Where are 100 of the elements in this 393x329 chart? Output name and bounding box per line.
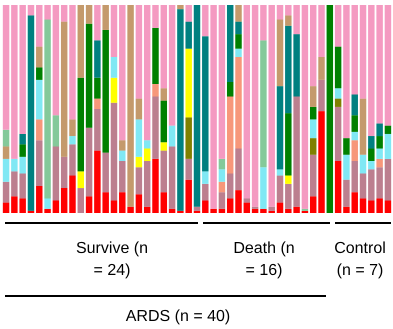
bar <box>285 113 292 176</box>
bar <box>119 192 126 213</box>
bar <box>218 169 226 182</box>
bar <box>226 82 234 97</box>
bar <box>2 146 10 159</box>
bar <box>368 136 375 149</box>
bar <box>119 150 126 161</box>
bar <box>185 117 192 159</box>
bar <box>218 192 226 209</box>
bar <box>351 5 358 94</box>
bar <box>52 146 60 201</box>
bar <box>318 80 325 112</box>
bar <box>235 57 242 149</box>
bar <box>102 30 109 153</box>
bar <box>185 48 192 118</box>
bar <box>276 169 284 176</box>
bar <box>19 144 26 157</box>
bar <box>160 192 168 213</box>
bar <box>310 138 316 155</box>
bar <box>194 5 200 207</box>
bar <box>202 171 209 184</box>
text: ARDS (n = 40) <box>124 307 232 327</box>
bar <box>334 98 342 107</box>
bar <box>36 80 43 120</box>
bar <box>202 5 209 36</box>
bar <box>160 150 168 192</box>
bar <box>376 124 383 136</box>
bar <box>235 148 242 190</box>
bar <box>44 198 51 209</box>
bar <box>160 88 168 101</box>
bar <box>144 140 150 149</box>
bar <box>343 154 350 180</box>
bar <box>177 5 184 10</box>
bar <box>351 140 358 161</box>
bar <box>185 158 192 180</box>
bar <box>351 132 358 140</box>
bar <box>69 136 76 144</box>
bar <box>226 173 234 198</box>
bar <box>185 180 192 213</box>
bar <box>110 57 118 78</box>
bar <box>36 186 43 213</box>
bar <box>119 161 126 192</box>
bar <box>218 158 226 170</box>
bar <box>310 5 316 86</box>
bar <box>235 34 242 49</box>
bar <box>376 136 383 149</box>
bar <box>110 5 118 57</box>
bar <box>94 40 101 78</box>
bar <box>351 161 358 192</box>
bar <box>78 5 84 78</box>
bar <box>136 119 142 157</box>
bar <box>293 34 300 97</box>
bar <box>177 9 184 211</box>
bar <box>310 196 316 213</box>
text: Survive (n = 24) <box>75 239 149 281</box>
bar <box>260 167 267 209</box>
bar <box>110 78 118 103</box>
bar <box>19 173 26 198</box>
bar <box>334 46 342 88</box>
bar <box>318 57 325 80</box>
bar <box>244 202 250 213</box>
bar <box>202 200 209 213</box>
bar <box>78 188 84 213</box>
bar <box>226 198 234 213</box>
bar <box>351 192 358 213</box>
bar <box>94 5 101 40</box>
bar <box>343 180 350 207</box>
bar <box>144 206 150 213</box>
bar <box>160 5 168 88</box>
bar <box>36 140 43 186</box>
bar <box>19 156 26 174</box>
bar <box>36 46 43 68</box>
bar <box>168 5 176 126</box>
bar <box>94 98 101 109</box>
bar <box>384 126 392 134</box>
bar <box>285 176 292 184</box>
bar <box>235 48 242 57</box>
bar <box>310 119 316 138</box>
bar <box>293 96 300 207</box>
bar <box>226 96 234 174</box>
bar <box>202 36 209 172</box>
bar <box>202 184 209 201</box>
bar <box>334 106 342 161</box>
bar <box>334 88 342 99</box>
bar <box>318 111 325 213</box>
bar <box>86 5 92 24</box>
bar <box>152 5 159 28</box>
bar <box>376 158 383 168</box>
bar <box>136 156 142 168</box>
bar <box>360 98 366 155</box>
bar <box>36 67 43 80</box>
bar <box>351 94 358 116</box>
bar <box>368 148 375 161</box>
text: Control (n = 7) <box>333 239 387 281</box>
bar <box>152 96 159 159</box>
bar <box>326 5 334 213</box>
bar <box>160 142 168 151</box>
bar <box>318 5 325 57</box>
bar <box>268 5 275 207</box>
bar <box>136 5 142 99</box>
